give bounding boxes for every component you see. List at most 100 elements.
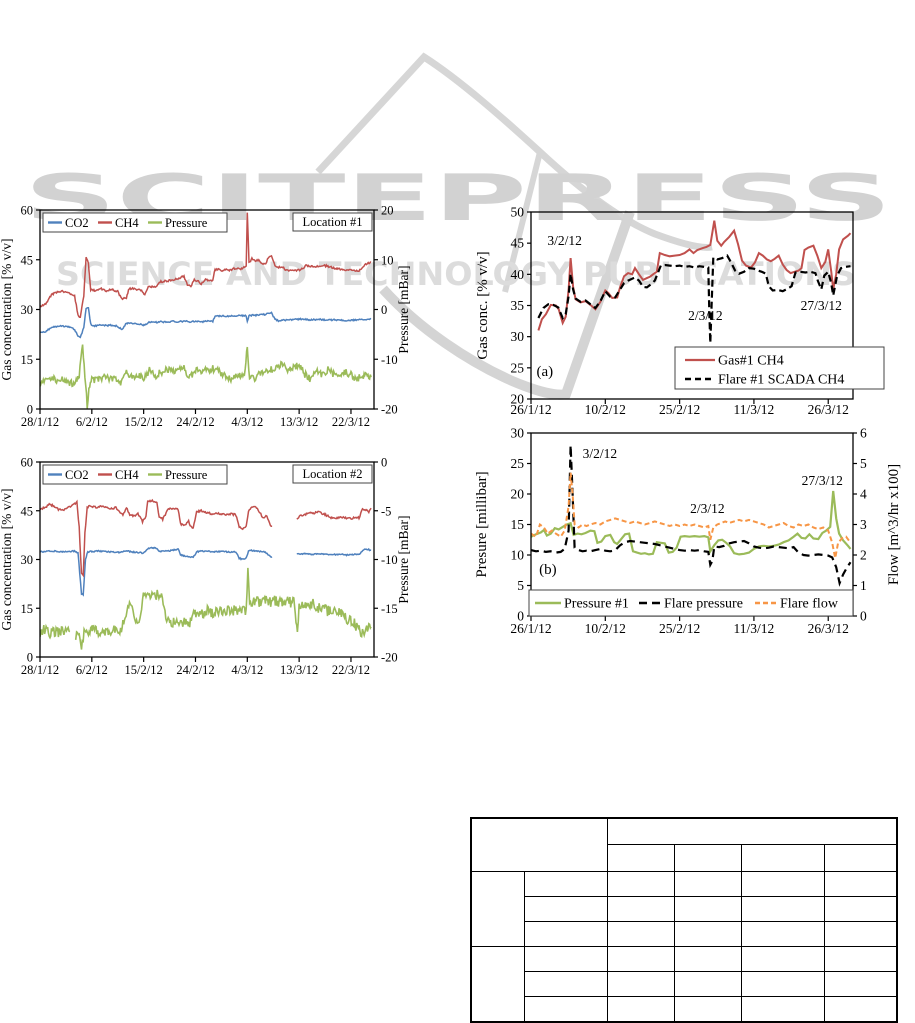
series-ch4 xyxy=(40,498,273,578)
axis-label: 30 xyxy=(511,329,525,344)
axis-label: 25 xyxy=(511,456,525,471)
series-flare-pressure xyxy=(531,445,852,587)
table-cell xyxy=(823,920,898,947)
series-pressure xyxy=(74,567,372,650)
axis-label: 0 xyxy=(381,456,387,470)
table-cell xyxy=(523,970,608,997)
axis-label: 60 xyxy=(21,204,34,218)
axis-label: -10 xyxy=(381,353,398,367)
legend-label: CH4 xyxy=(115,468,139,482)
axis-label: 26/1/12 xyxy=(510,621,551,636)
axis-label: 11/3/12 xyxy=(734,402,775,417)
annotation: 3/2/12 xyxy=(547,233,582,248)
axis-label: -20 xyxy=(381,651,398,665)
table-cell xyxy=(673,920,742,947)
table-cell xyxy=(823,970,898,997)
table-row xyxy=(471,995,898,1023)
watermark-swoosh-icon xyxy=(379,210,635,400)
axis-label: 50 xyxy=(511,205,525,220)
watermark-flag-inner-edge-icon xyxy=(502,151,543,293)
axis-label: 22/3/12 xyxy=(332,663,370,677)
axis-label: 13/3/12 xyxy=(280,415,318,429)
axis-label: 15/2/12 xyxy=(125,663,163,677)
axis-label: 10 xyxy=(511,548,525,563)
series-ch4 xyxy=(296,507,372,521)
table-row xyxy=(471,970,898,997)
axis-label: 10/2/12 xyxy=(585,621,626,636)
series-co2 xyxy=(40,546,273,597)
y-axis-title: Presure [millibar] xyxy=(474,471,490,577)
annotation: 27/3/12 xyxy=(801,298,842,313)
table-cell xyxy=(523,870,608,897)
summary-table xyxy=(470,817,898,1023)
axis-label: 0 xyxy=(27,403,33,417)
table-header-row xyxy=(471,843,898,872)
axis-label: 5 xyxy=(517,578,524,593)
series-co2 xyxy=(296,547,372,557)
axis-label: -20 xyxy=(381,403,398,417)
axis-label: 0 xyxy=(381,303,387,317)
table-cell xyxy=(523,895,608,922)
axis-label: 20 xyxy=(511,392,525,407)
panel-label: (a) xyxy=(537,364,554,380)
axis-label: 0 xyxy=(27,651,33,665)
axis-label: 15/2/12 xyxy=(125,415,163,429)
table-cell xyxy=(823,870,898,897)
table-cell xyxy=(740,995,825,1023)
table-cell xyxy=(523,995,608,1023)
location-tag-box xyxy=(292,464,373,484)
axis-label: 6/2/12 xyxy=(76,663,108,677)
table-cell xyxy=(673,945,742,972)
y-axis-title-right: Flow [m^3/hr x100] xyxy=(886,464,902,585)
axis-label: 3 xyxy=(860,517,867,532)
y-axis-title-right: Pressure [mBar] xyxy=(396,515,411,603)
axis-label: -10 xyxy=(381,553,398,567)
axis-label: 35 xyxy=(511,298,525,313)
table-cell xyxy=(606,843,675,872)
axis-label: 40 xyxy=(511,267,525,282)
annotation: 27/3/12 xyxy=(802,473,843,488)
table-cell xyxy=(470,870,525,947)
table-cell xyxy=(823,895,898,922)
axis-label: 22/3/12 xyxy=(332,415,370,429)
series-pressure xyxy=(40,344,372,409)
panel-label: (b) xyxy=(539,562,557,578)
table-cell xyxy=(673,995,742,1023)
table-cell xyxy=(606,995,675,1023)
annotation: 2/3/12 xyxy=(690,501,725,516)
axis-label: 13/3/12 xyxy=(280,663,318,677)
legend-label: Flare #1 SCADA CH4 xyxy=(718,373,844,388)
axis-label: 25/2/12 xyxy=(659,402,700,417)
axis-label: 45 xyxy=(21,504,34,518)
legend-label: Pressure xyxy=(165,468,208,482)
legend-label: Flare pressure xyxy=(664,597,743,612)
axis-label: -15 xyxy=(381,602,398,616)
legend-box xyxy=(42,212,228,233)
legend-label: Gas#1 CH4 xyxy=(718,354,784,369)
location-label: Location #2 xyxy=(302,467,362,481)
axis-label: 10/2/12 xyxy=(585,402,626,417)
watermark-flag-outline-icon xyxy=(315,52,713,251)
table-cell xyxy=(673,895,742,922)
axis-label: 24/2/12 xyxy=(176,663,214,677)
table-cell xyxy=(523,945,608,972)
location-label: Location #1 xyxy=(302,215,362,229)
axis-label: -5 xyxy=(381,504,391,518)
legend-label: Flare flow xyxy=(780,597,839,612)
y-axis-title: Gas concentration [% v/v] xyxy=(0,238,14,380)
axis-label: 6 xyxy=(860,426,867,441)
axis-label: 26/1/12 xyxy=(510,402,551,417)
table-cell xyxy=(606,870,675,897)
axis-label: 25/2/12 xyxy=(659,621,700,636)
axis-label: 30 xyxy=(21,553,34,567)
series-flare-flow xyxy=(531,472,852,559)
table-row xyxy=(471,895,898,922)
axis-label: 45 xyxy=(511,236,525,251)
table-cell xyxy=(740,895,825,922)
axis-label: 30 xyxy=(21,303,34,317)
table-cell xyxy=(606,970,675,997)
axis-label: 4/3/12 xyxy=(231,415,263,429)
table-cell xyxy=(740,970,825,997)
table-cell xyxy=(470,817,608,872)
